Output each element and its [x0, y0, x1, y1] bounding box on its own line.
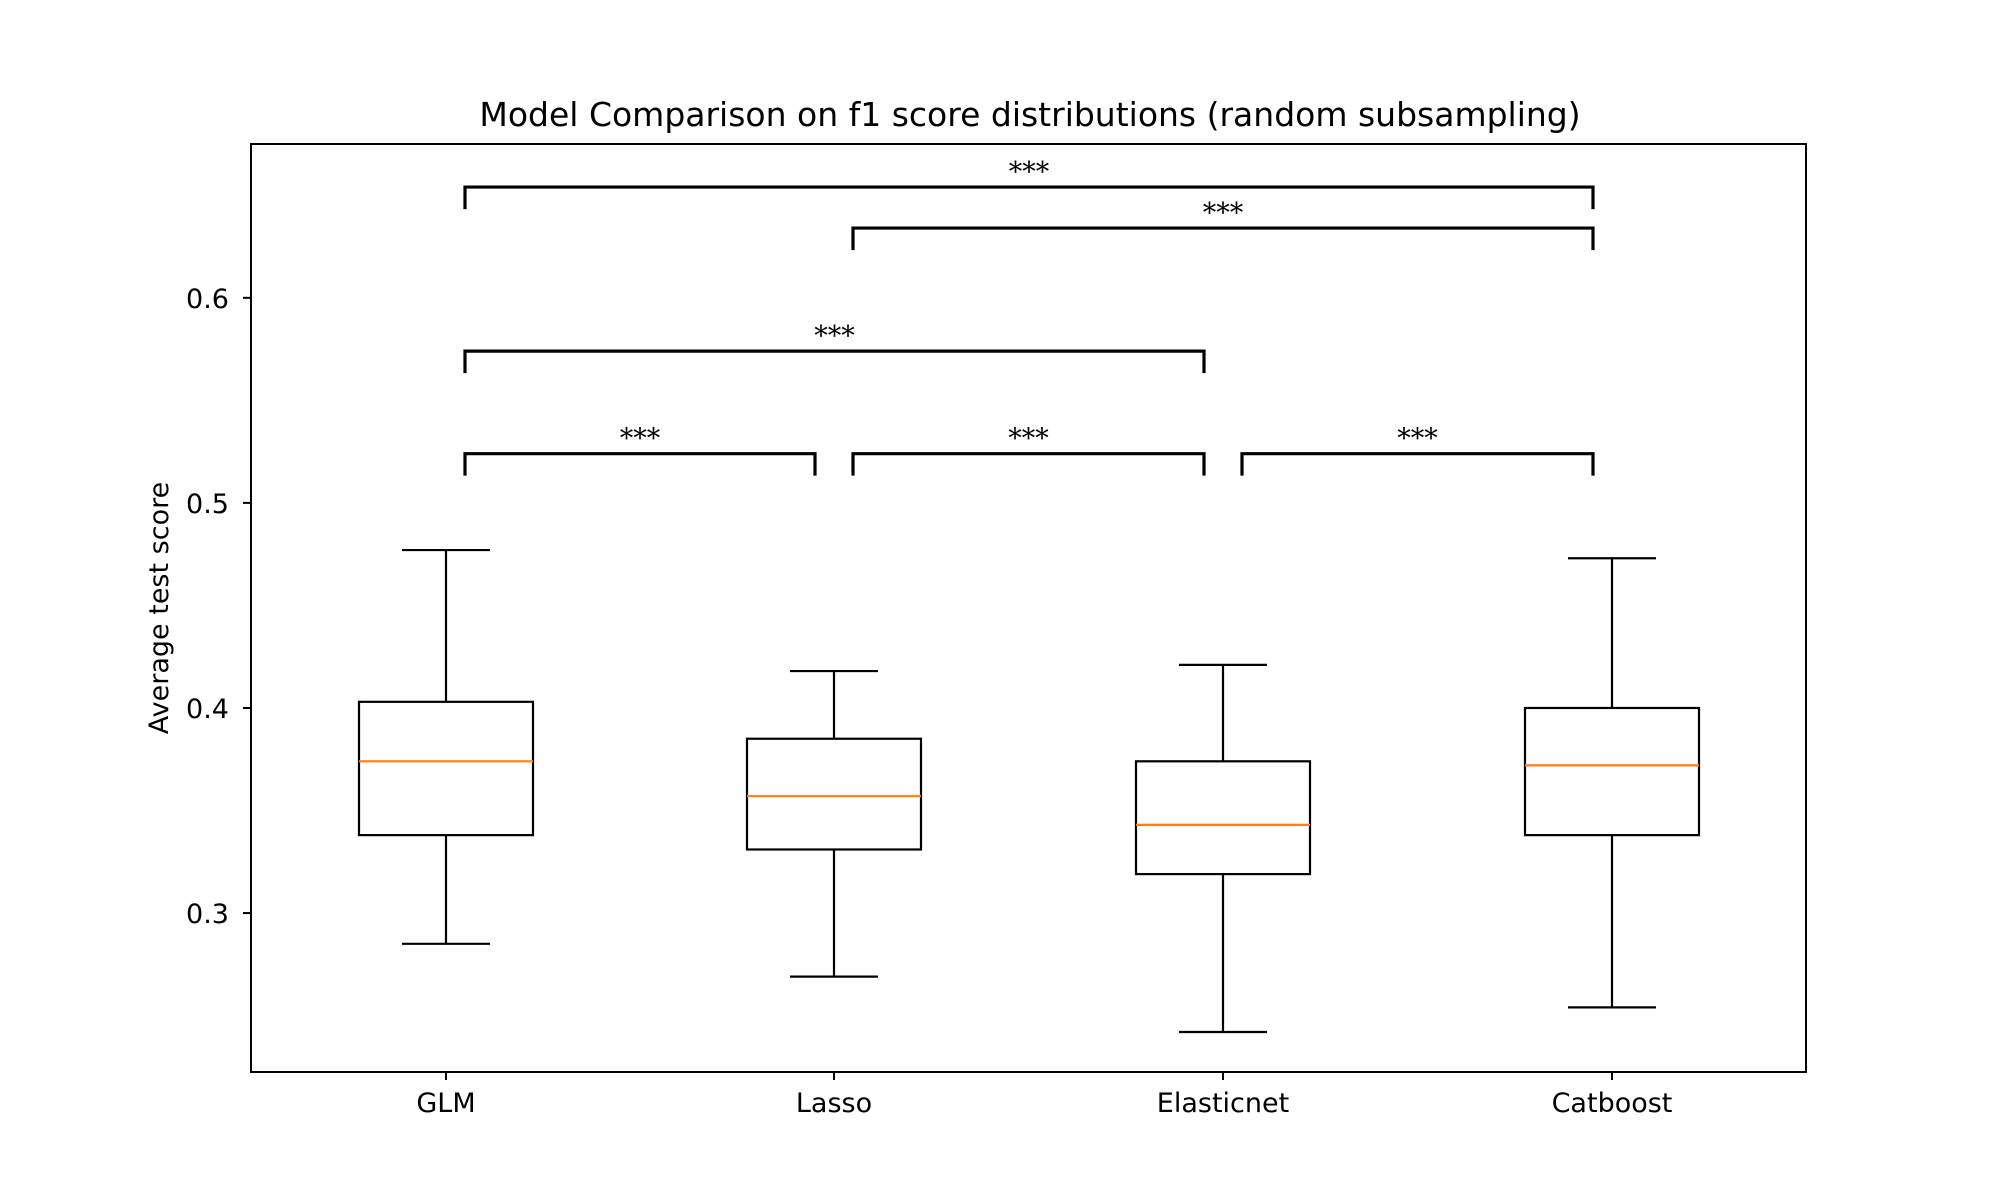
plot-area: *** *** *** *** *** *** 0.3 0.4 0.5 0.6 GLM Lasso El… — [186, 143, 1807, 1119]
y-tick-label-0.5: 0.5 — [186, 489, 229, 520]
box-lasso-iqr — [745, 737, 923, 851]
axes-frame — [250, 143, 1807, 1073]
x-tick-label-catboost: Catboost — [1552, 1088, 1673, 1119]
significance-bracket-glm-lasso-label: *** — [620, 424, 661, 455]
significance-bracket-glm-catboost — [463, 185, 1595, 210]
x-tick-label-glm: GLM — [416, 1088, 475, 1119]
box-elasticnet-iqr — [1134, 760, 1312, 876]
significance-bracket-elasticnet-catboost — [1240, 452, 1595, 476]
significance-bracket-elasticnet-catboost-label: *** — [1397, 424, 1438, 455]
x-tick-label-lasso: Lasso — [796, 1088, 872, 1119]
significance-bracket-lasso-catboost — [851, 226, 1595, 251]
box-glm-iqr — [357, 700, 535, 837]
chart-title: Model Comparison on f1 score distributio… — [479, 95, 1580, 134]
significance-bracket-lasso-elasticnet-label: *** — [1008, 424, 1049, 455]
significance-bracket-glm-catboost-label: *** — [1009, 157, 1050, 188]
y-axis-label: Average test score — [144, 482, 175, 734]
box-catboost-iqr — [1523, 706, 1701, 837]
significance-bracket-glm-lasso — [463, 452, 817, 476]
significance-bracket-glm-elasticnet-label: *** — [814, 321, 855, 352]
significance-bracket-lasso-elasticnet — [851, 452, 1206, 476]
significance-bracket-glm-elasticnet — [463, 349, 1206, 374]
y-tick-label-0.3: 0.3 — [186, 899, 229, 930]
y-tick-label-0.4: 0.4 — [186, 694, 229, 725]
x-tick-label-elasticnet: Elasticnet — [1157, 1088, 1289, 1119]
y-tick-label-0.6: 0.6 — [186, 284, 229, 315]
significance-bracket-lasso-catboost-label: *** — [1203, 198, 1244, 229]
